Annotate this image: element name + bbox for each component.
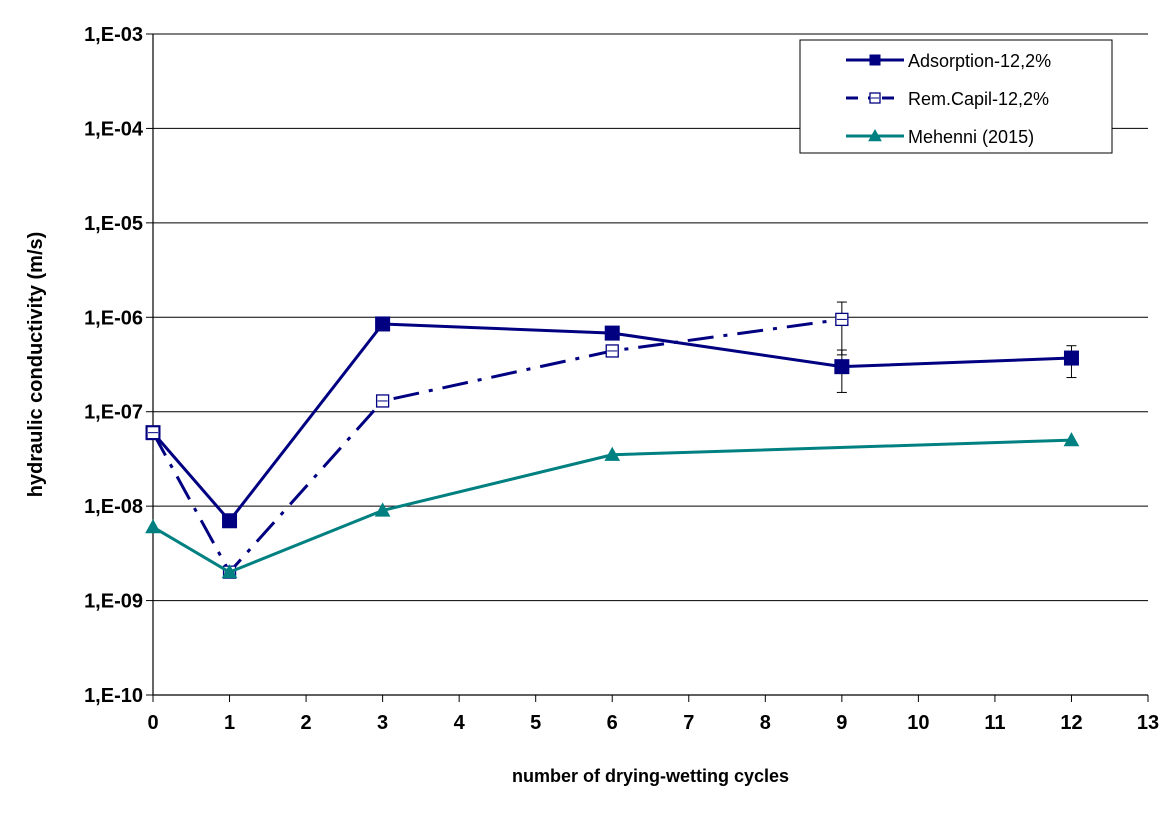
x-tick-label: 12 <box>1060 712 1082 734</box>
data-point <box>145 519 161 534</box>
x-tick-label: 2 <box>301 712 312 734</box>
series-plots <box>145 301 1080 579</box>
y-tick-label: 1,E-04 <box>84 118 144 140</box>
y-tick-label: 1,E-07 <box>84 402 143 424</box>
data-point <box>605 344 619 358</box>
legend-marker <box>869 92 881 104</box>
data-point <box>835 312 849 327</box>
legend-label: Rem.Capil-12,2% <box>908 89 1049 109</box>
y-tick-label: 1,E-10 <box>84 685 143 707</box>
data-point <box>222 513 238 529</box>
legend-marker <box>868 128 882 142</box>
data-point <box>604 446 621 461</box>
legend-label: Mehenni (2015) <box>908 127 1034 147</box>
y-tick-label: 1,E-05 <box>84 213 143 235</box>
x-tick-label: 0 <box>147 712 158 734</box>
x-tick-label: 11 <box>984 712 1005 734</box>
data-point <box>374 502 391 517</box>
x-tick-label: 9 <box>836 712 847 734</box>
tick-labels: 1,E-10 1,E-09 1,E-08 1,E-07 1,E-06 1,E-05 1,E-… <box>84 24 1159 734</box>
x-tick-label: 3 <box>377 712 388 734</box>
data-point <box>1063 432 1080 447</box>
x-tick-label: 1 <box>224 712 235 734</box>
y-tick-label: 1,E-08 <box>84 496 143 518</box>
data-point <box>375 316 391 332</box>
y-axis-title: hydraulic conductivity (m/s) <box>25 232 47 498</box>
x-axis-title: number of drying-wetting cycles <box>512 766 789 786</box>
y-tick-label: 1,E-06 <box>84 307 143 329</box>
legend-label: Adsorption-12,2% <box>908 51 1051 71</box>
y-tick-label: 1,E-03 <box>84 24 143 46</box>
grid-lines <box>153 33 1148 602</box>
x-tick-label: 8 <box>760 712 771 734</box>
series-1 <box>146 301 849 579</box>
legend-marker <box>869 54 881 66</box>
x-tick-label: 6 <box>607 712 618 734</box>
data-point <box>1063 350 1079 366</box>
data-point <box>834 359 850 375</box>
data-point <box>146 426 160 440</box>
x-tick-label: 5 <box>530 712 541 734</box>
legend: Adsorption-12,2% Rem.Capil-12,2% Mehenni (… <box>799 39 1113 154</box>
series-2 <box>145 432 1080 579</box>
series-line <box>151 317 843 574</box>
x-tick-label: 10 <box>907 712 929 734</box>
data-point <box>375 394 390 408</box>
data-point <box>221 564 238 579</box>
x-tick-label: 13 <box>1137 712 1159 734</box>
x-tick-label: 4 <box>454 712 466 734</box>
x-tick-label: 7 <box>683 712 694 734</box>
series-line <box>151 322 1072 523</box>
axes <box>146 33 1149 702</box>
y-tick-label: 1,E-09 <box>84 591 143 613</box>
data-point <box>604 325 620 341</box>
